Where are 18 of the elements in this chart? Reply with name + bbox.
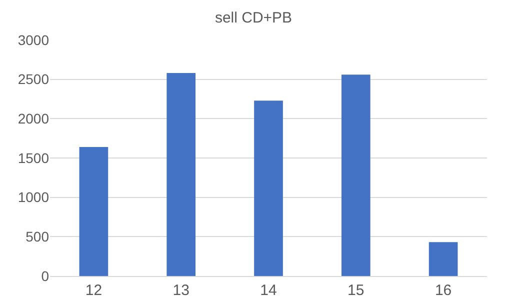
y-tick-label: 2500 bbox=[18, 71, 50, 88]
y-tick-label: 3000 bbox=[18, 32, 50, 48]
bar bbox=[254, 100, 283, 276]
bar bbox=[166, 73, 196, 276]
x-tick-label: 13 bbox=[172, 282, 190, 299]
chart-title: sell CD+PB bbox=[214, 10, 292, 27]
y-tick-label: 0 bbox=[41, 268, 50, 284]
bar bbox=[341, 74, 370, 276]
x-tick-label: 14 bbox=[260, 282, 277, 299]
bar bbox=[79, 146, 108, 276]
y-tick-label: 1000 bbox=[18, 189, 50, 206]
y-tick-label: 500 bbox=[26, 228, 50, 245]
x-tick-label: 15 bbox=[348, 282, 364, 299]
x-tick-label: 12 bbox=[85, 282, 102, 299]
y-tick-label: 1500 bbox=[18, 150, 50, 166]
x-tick-label: 16 bbox=[434, 282, 452, 299]
bar bbox=[428, 242, 458, 276]
y-tick-label: 2000 bbox=[18, 110, 50, 127]
